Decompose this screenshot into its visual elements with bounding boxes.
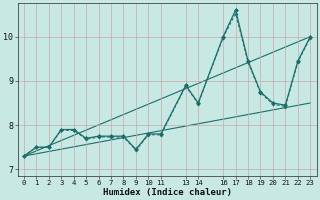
X-axis label: Humidex (Indice chaleur): Humidex (Indice chaleur) — [103, 188, 232, 197]
